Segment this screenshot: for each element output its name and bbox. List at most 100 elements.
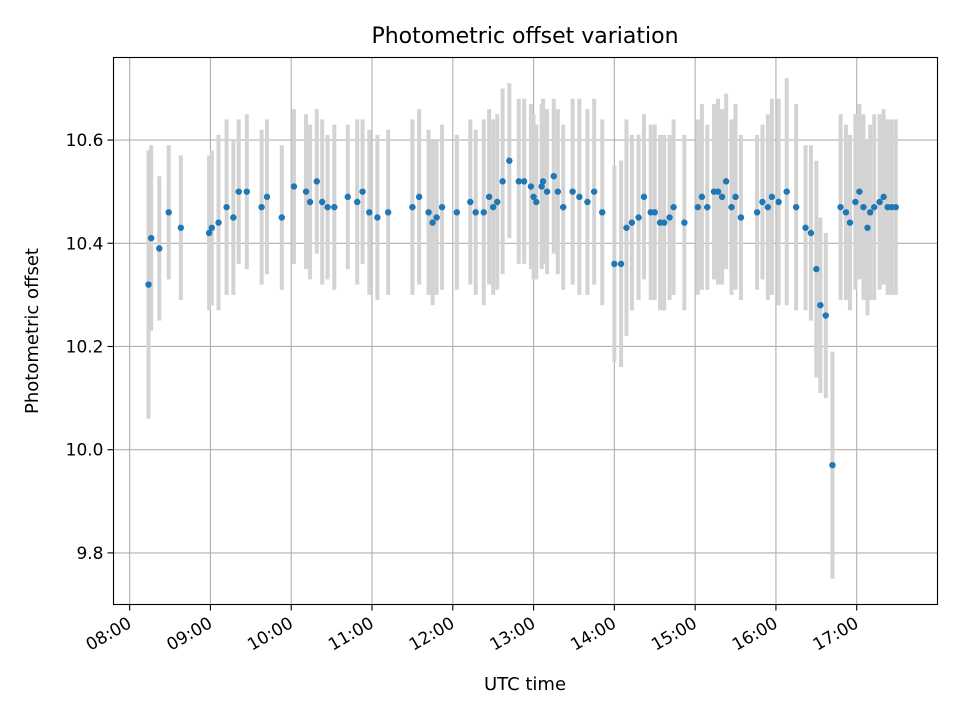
data-point bbox=[783, 188, 790, 195]
data-point bbox=[243, 188, 250, 195]
data-point bbox=[807, 229, 815, 237]
data-point bbox=[704, 203, 711, 211]
data-point bbox=[235, 188, 242, 195]
data-point bbox=[415, 193, 423, 201]
chart-title: Photometric offset variation bbox=[371, 24, 678, 49]
data-point bbox=[480, 209, 487, 216]
data-point bbox=[223, 203, 230, 211]
data-point bbox=[366, 209, 373, 216]
data-point bbox=[617, 260, 625, 268]
data-point bbox=[533, 198, 540, 206]
data-point bbox=[813, 265, 820, 273]
data-point bbox=[433, 214, 440, 221]
data-point bbox=[846, 219, 854, 226]
data-point bbox=[651, 209, 658, 216]
data-point bbox=[539, 178, 547, 185]
data-point bbox=[718, 193, 726, 201]
data-point bbox=[278, 214, 286, 221]
data-point bbox=[208, 224, 215, 231]
data-point bbox=[737, 214, 745, 221]
data-point bbox=[506, 157, 513, 164]
data-point bbox=[453, 209, 461, 216]
data-point bbox=[520, 178, 528, 185]
data-point bbox=[538, 183, 545, 190]
y-axis-label: Photometric offset bbox=[22, 248, 43, 414]
data-point bbox=[554, 188, 562, 195]
data-point bbox=[515, 178, 522, 185]
data-point bbox=[156, 245, 163, 252]
data-point bbox=[438, 203, 446, 211]
data-point bbox=[302, 188, 310, 195]
y-tick-label: 10.4 bbox=[66, 234, 104, 254]
data-point bbox=[324, 203, 331, 211]
data-point bbox=[866, 209, 874, 216]
y-tick-label: 10.2 bbox=[66, 337, 104, 357]
data-point bbox=[489, 203, 497, 211]
data-point bbox=[635, 214, 642, 221]
data-point bbox=[768, 193, 776, 201]
data-point bbox=[732, 193, 739, 201]
data-point bbox=[550, 172, 557, 180]
data-point bbox=[331, 203, 338, 211]
data-point bbox=[527, 183, 535, 190]
data-point bbox=[584, 198, 591, 206]
data-point bbox=[590, 188, 598, 195]
x-axis-label: UTC time bbox=[484, 674, 566, 695]
data-point bbox=[374, 214, 381, 221]
data-point bbox=[384, 209, 392, 216]
data-point bbox=[147, 234, 155, 242]
data-point bbox=[842, 209, 850, 216]
data-point bbox=[852, 198, 859, 206]
data-point bbox=[318, 198, 326, 206]
data-point bbox=[775, 198, 782, 206]
data-point bbox=[817, 301, 824, 309]
data-point bbox=[215, 219, 222, 226]
data-point bbox=[177, 224, 185, 231]
data-point bbox=[485, 193, 493, 201]
data-point bbox=[628, 219, 636, 226]
data-point bbox=[864, 224, 871, 231]
data-point bbox=[822, 312, 829, 319]
data-point bbox=[829, 461, 836, 469]
data-point bbox=[666, 214, 673, 221]
data-point bbox=[871, 203, 878, 211]
data-point bbox=[660, 219, 668, 226]
data-point bbox=[694, 203, 702, 211]
data-point bbox=[876, 198, 883, 206]
data-point bbox=[698, 193, 706, 201]
data-point bbox=[569, 188, 576, 195]
data-point bbox=[837, 203, 844, 211]
data-point bbox=[623, 224, 630, 231]
data-point bbox=[792, 203, 800, 211]
data-points bbox=[145, 157, 899, 469]
data-point bbox=[559, 203, 567, 211]
data-point bbox=[722, 178, 730, 185]
data-point bbox=[290, 183, 298, 190]
y-tick-label: 10.0 bbox=[66, 441, 104, 461]
data-point bbox=[258, 203, 265, 211]
data-point bbox=[145, 281, 152, 288]
data-point bbox=[165, 209, 172, 216]
data-point bbox=[543, 188, 551, 195]
data-point bbox=[670, 203, 677, 211]
data-point bbox=[640, 193, 648, 201]
data-point bbox=[880, 193, 887, 201]
data-point bbox=[467, 198, 474, 206]
data-point bbox=[576, 193, 583, 201]
data-point bbox=[759, 198, 766, 206]
data-point bbox=[892, 203, 899, 211]
data-point bbox=[230, 214, 237, 221]
data-point bbox=[205, 229, 213, 237]
y-tick-label: 9.8 bbox=[76, 544, 103, 564]
data-point bbox=[714, 188, 722, 195]
data-point bbox=[425, 209, 432, 216]
data-point bbox=[409, 203, 416, 211]
data-point bbox=[359, 188, 366, 195]
data-point bbox=[599, 209, 606, 216]
data-point bbox=[681, 219, 688, 226]
data-point bbox=[802, 224, 809, 231]
data-point bbox=[306, 198, 314, 206]
plot-frame bbox=[112, 56, 939, 606]
